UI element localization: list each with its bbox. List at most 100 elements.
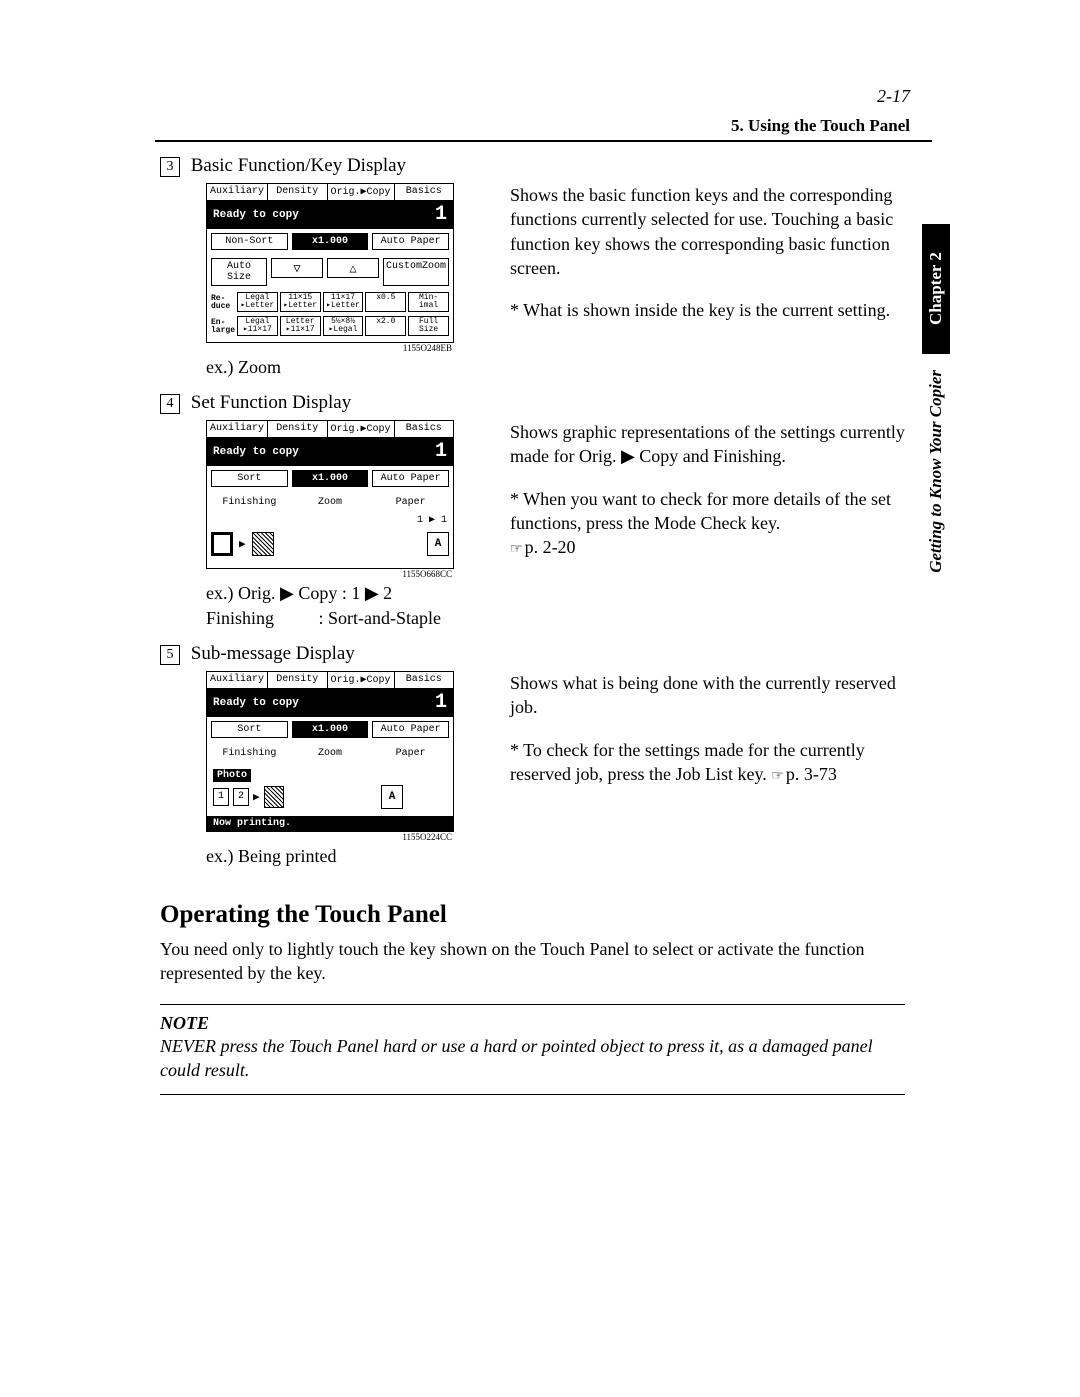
reduce-4[interactable]: x0.5	[365, 292, 406, 312]
panel4: Auxiliary Density Orig.▶Copy Basics Read…	[206, 420, 454, 569]
paper-a-icon: A	[427, 532, 449, 556]
lbl-paper: Paper	[372, 746, 449, 761]
side-running-text: Getting to Know Your Copier	[926, 370, 946, 573]
item4-heading: 4 Set Function Display	[160, 392, 905, 414]
status-bar: Ready to copy 1	[207, 689, 453, 717]
reduce-2[interactable]: 11×15 ▸Letter	[280, 292, 321, 312]
desc4-1: Shows graphic representations of the set…	[510, 420, 905, 469]
tab-density[interactable]: Density	[268, 184, 327, 200]
lbl-zoom: Zoom	[292, 746, 369, 761]
caption-5: ex.) Being printed	[206, 846, 490, 867]
section-title: 5. Using the Touch Panel	[731, 116, 910, 136]
operating-text: You need only to lightly touch the key s…	[160, 937, 905, 986]
btn-autopaper[interactable]: Auto Paper	[372, 233, 449, 250]
item5-number: 5	[160, 645, 180, 665]
btn-autosize[interactable]: Auto Size	[211, 258, 267, 286]
tab-orig-copy[interactable]: Orig.▶Copy	[328, 421, 395, 437]
enlarge-1[interactable]: Legal ▸11×17	[237, 316, 278, 336]
btn-sort[interactable]: Sort	[211, 470, 288, 487]
btn-zoom-value[interactable]: x1.000	[292, 470, 369, 487]
photo-2-icon: 2	[233, 788, 249, 806]
enlarge-3[interactable]: 5½×8½ ▸Legal	[323, 316, 364, 336]
item5-heading: 5 Sub-message Display	[160, 643, 905, 665]
copy-counter: 1	[435, 205, 447, 225]
caption-4b-label: Finishing	[206, 608, 314, 629]
lbl-paper: Paper	[372, 495, 449, 510]
page-number: 2-17	[877, 86, 910, 107]
chapter-tab: Chapter 2	[922, 224, 950, 354]
hand-icon: ☞	[510, 542, 523, 557]
note-rule-bottom	[160, 1094, 905, 1095]
enlarge-label: En- large	[211, 316, 235, 336]
item4-title: Set Function Display	[191, 392, 351, 413]
content-area: 3 Basic Function/Key Display Auxiliary D…	[160, 155, 905, 1095]
sub-status-bar: Now printing.	[207, 816, 453, 831]
tab-auxiliary[interactable]: Auxiliary	[207, 672, 268, 688]
caption-4b-value: : Sort-and-Staple	[319, 608, 441, 628]
caption-4b: Finishing : Sort-and-Staple	[206, 608, 490, 629]
status-text: Ready to copy	[213, 446, 299, 458]
lbl-finishing: Finishing	[211, 495, 288, 510]
tab-density[interactable]: Density	[268, 672, 327, 688]
arrow-icon: ▶	[239, 537, 246, 551]
item3-number: 3	[160, 157, 180, 177]
ref4: p. 2-20	[525, 537, 576, 557]
btn-zoom-value[interactable]: x1.000	[292, 233, 369, 250]
btn-autopaper[interactable]: Auto Paper	[372, 721, 449, 738]
enlarge-2[interactable]: Letter ▸11×17	[280, 316, 321, 336]
desc5-1: Shows what is being done with the curren…	[510, 671, 905, 720]
copy-counter: 1	[435, 693, 447, 713]
reduce-3[interactable]: 11×17 ▸Letter	[323, 292, 364, 312]
caption-3: ex.) Zoom	[206, 357, 490, 378]
btn-sort[interactable]: Sort	[211, 721, 288, 738]
desc3-2: * What is shown inside the key is the cu…	[510, 298, 905, 322]
enlarge-5[interactable]: Full Size	[408, 316, 449, 336]
hand-icon: ☞	[771, 769, 784, 784]
photo-label: Photo	[213, 769, 251, 782]
tab-basics[interactable]: Basics	[395, 184, 453, 200]
preview-orig-icon	[211, 532, 233, 556]
lbl-zoom: Zoom	[292, 495, 369, 510]
arrow-down-icon[interactable]: ▽	[271, 258, 323, 278]
lbl-finishing: Finishing	[211, 746, 288, 761]
arrow-icon: ▶	[253, 790, 260, 804]
note-text: NEVER press the Touch Panel hard or use …	[160, 1034, 905, 1083]
btn-customzoom[interactable]: CustomZoom	[383, 258, 449, 286]
desc3-1: Shows the basic function keys and the co…	[510, 183, 905, 280]
btn-autopaper[interactable]: Auto Paper	[372, 470, 449, 487]
reduce-5[interactable]: Min- imal	[408, 292, 449, 312]
copy-counter: 1	[435, 442, 447, 462]
item3-title: Basic Function/Key Display	[191, 155, 406, 176]
status-text: Ready to copy	[213, 697, 299, 709]
img-code-4: 1155O668CC	[206, 569, 452, 579]
horizontal-rule	[155, 140, 932, 142]
arrow-up-icon[interactable]: △	[327, 258, 379, 278]
btn-zoom-value[interactable]: x1.000	[292, 721, 369, 738]
desc4-2: * When you want to check for more detail…	[510, 487, 905, 560]
item3-heading: 3 Basic Function/Key Display	[160, 155, 905, 177]
enlarge-4[interactable]: x2.0	[365, 316, 406, 336]
tab-basics[interactable]: Basics	[395, 421, 453, 437]
desc5-2: * To check for the settings made for the…	[510, 738, 905, 787]
reduce-1[interactable]: Legal ▸Letter	[237, 292, 278, 312]
item5-title: Sub-message Display	[191, 643, 355, 664]
operating-heading: Operating the Touch Panel	[160, 901, 905, 929]
one-to-one: 1 ▶ 1	[207, 514, 453, 528]
tab-auxiliary[interactable]: Auxiliary	[207, 184, 268, 200]
tab-basics[interactable]: Basics	[395, 672, 453, 688]
note-rule-top	[160, 1004, 905, 1005]
status-bar: Ready to copy 1	[207, 438, 453, 466]
panel3: Auxiliary Density Orig.▶Copy Basics Read…	[206, 183, 454, 343]
tab-density[interactable]: Density	[268, 421, 327, 437]
paper-a-icon: A	[381, 785, 403, 809]
photo-1-icon: 1	[213, 788, 229, 806]
tab-orig-copy[interactable]: Orig.▶Copy	[328, 672, 395, 688]
status-text: Ready to copy	[213, 209, 299, 221]
img-code-5: 1155O224CC	[206, 832, 452, 842]
btn-nonsort[interactable]: Non-Sort	[211, 233, 288, 250]
tab-orig-copy[interactable]: Orig.▶Copy	[328, 184, 395, 200]
img-code-3: 1155O248EB	[206, 343, 452, 353]
panel5: Auxiliary Density Orig.▶Copy Basics Read…	[206, 671, 454, 832]
photo-copy-icon	[264, 786, 284, 808]
tab-auxiliary[interactable]: Auxiliary	[207, 421, 268, 437]
